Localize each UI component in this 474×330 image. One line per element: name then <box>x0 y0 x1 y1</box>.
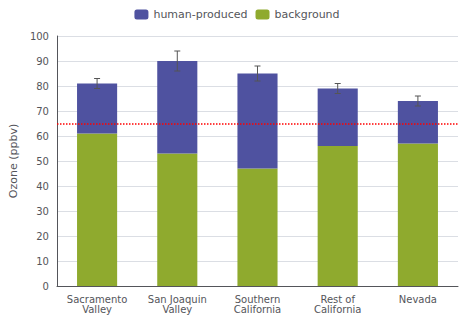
svg-text:90: 90 <box>36 56 49 67</box>
svg-text:human-produced: human-produced <box>153 8 247 21</box>
svg-text:0: 0 <box>43 281 49 292</box>
svg-text:Valley: Valley <box>82 304 112 315</box>
svg-text:60: 60 <box>36 131 49 142</box>
svg-text:San Joaquin: San Joaquin <box>147 293 207 305</box>
svg-text:California: California <box>314 304 362 315</box>
svg-text:Rest of: Rest of <box>320 293 355 305</box>
svg-text:Sacramento: Sacramento <box>66 293 128 305</box>
svg-text:40: 40 <box>36 181 49 192</box>
svg-text:Valley: Valley <box>162 304 192 315</box>
svg-text:Southern: Southern <box>234 293 281 305</box>
svg-text:30: 30 <box>36 206 49 217</box>
svg-text:70: 70 <box>36 106 49 117</box>
svg-text:10: 10 <box>36 256 49 267</box>
svg-text:50: 50 <box>36 156 49 167</box>
svg-text:80: 80 <box>36 81 49 92</box>
svg-text:background: background <box>275 8 340 21</box>
svg-text:Nevada: Nevada <box>399 294 437 305</box>
svg-text:California: California <box>234 304 282 315</box>
svg-text:20: 20 <box>36 231 49 242</box>
svg-text:Ozone (ppbv): Ozone (ppbv) <box>7 124 20 198</box>
svg-text:100: 100 <box>30 31 49 42</box>
